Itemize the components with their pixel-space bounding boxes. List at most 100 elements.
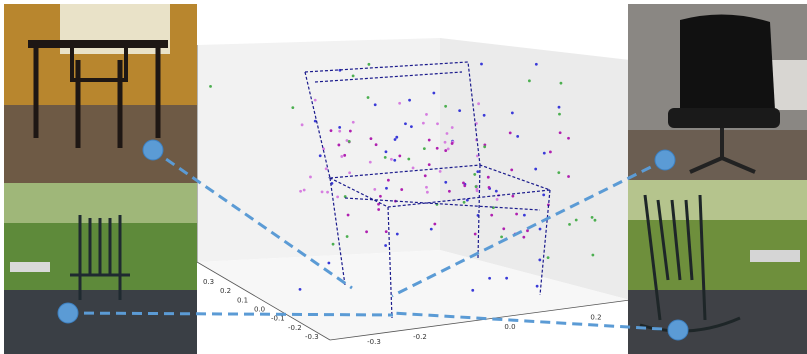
point [423, 147, 426, 150]
point [407, 158, 410, 161]
point [425, 186, 428, 189]
point [343, 154, 346, 157]
point [432, 92, 435, 95]
point [390, 158, 393, 161]
point [528, 79, 531, 82]
seat [668, 108, 780, 128]
point [327, 262, 330, 265]
point [393, 159, 396, 162]
point [483, 145, 486, 148]
point [474, 233, 477, 236]
point [299, 288, 302, 291]
point [557, 171, 560, 174]
point [352, 121, 355, 124]
floor [4, 105, 197, 183]
point [348, 171, 351, 174]
point [367, 96, 370, 99]
point [510, 168, 513, 171]
photo-office-chair [628, 4, 807, 180]
point [444, 149, 447, 152]
point [575, 219, 578, 222]
point [463, 184, 466, 187]
point [394, 138, 397, 141]
point [398, 155, 401, 158]
point [303, 189, 306, 192]
point [348, 140, 351, 143]
side-table [10, 262, 50, 272]
point [451, 142, 454, 145]
point [511, 112, 514, 115]
point [538, 259, 541, 262]
point [568, 223, 571, 226]
point [299, 190, 302, 193]
point [424, 174, 427, 177]
point [330, 129, 333, 132]
trees [4, 183, 197, 223]
point [385, 230, 388, 233]
point [502, 227, 505, 230]
point [483, 114, 486, 117]
point [433, 223, 436, 226]
point [375, 143, 378, 146]
floor [628, 130, 807, 180]
point [516, 135, 519, 138]
point [500, 236, 503, 239]
point [526, 229, 529, 232]
deck [628, 290, 807, 354]
point [436, 147, 439, 150]
point [347, 214, 350, 217]
point [511, 195, 514, 198]
point [309, 176, 312, 179]
point [340, 155, 343, 158]
point [444, 141, 447, 144]
point [410, 125, 413, 128]
point [332, 243, 335, 246]
tick-label: 0.3 [203, 278, 214, 286]
point [480, 63, 483, 66]
point [369, 161, 372, 164]
point [558, 106, 561, 109]
tick-label: -0.1 [271, 315, 285, 323]
point [374, 103, 377, 106]
point [444, 105, 447, 108]
point [404, 122, 407, 125]
point [567, 175, 570, 178]
point [400, 188, 403, 191]
point [559, 131, 562, 134]
tick-label: -0.2 [413, 333, 427, 341]
point [505, 277, 508, 280]
point [412, 167, 415, 170]
marker [655, 150, 675, 170]
plot-panes [197, 38, 630, 340]
point [487, 176, 490, 179]
point [379, 195, 382, 198]
marker [668, 320, 688, 340]
point [209, 85, 212, 88]
point [594, 219, 597, 222]
photo-dining-table [4, 4, 197, 183]
tick-label: -0.2 [288, 324, 302, 332]
point [384, 156, 387, 159]
trees [628, 180, 807, 220]
point [338, 130, 341, 133]
point [522, 236, 525, 239]
point [560, 82, 563, 85]
side-table [750, 250, 800, 262]
point [336, 195, 339, 198]
point [547, 256, 550, 259]
tick-label: 0.1 [237, 296, 248, 304]
point [426, 191, 429, 194]
point [542, 194, 545, 197]
point [523, 214, 526, 217]
point [490, 214, 493, 217]
point [408, 99, 411, 102]
point [535, 63, 538, 66]
point [291, 106, 294, 109]
point [384, 244, 387, 247]
point [325, 167, 328, 170]
point [476, 189, 479, 192]
point [447, 148, 450, 151]
point [444, 181, 447, 184]
point [346, 235, 349, 238]
point [368, 63, 371, 66]
